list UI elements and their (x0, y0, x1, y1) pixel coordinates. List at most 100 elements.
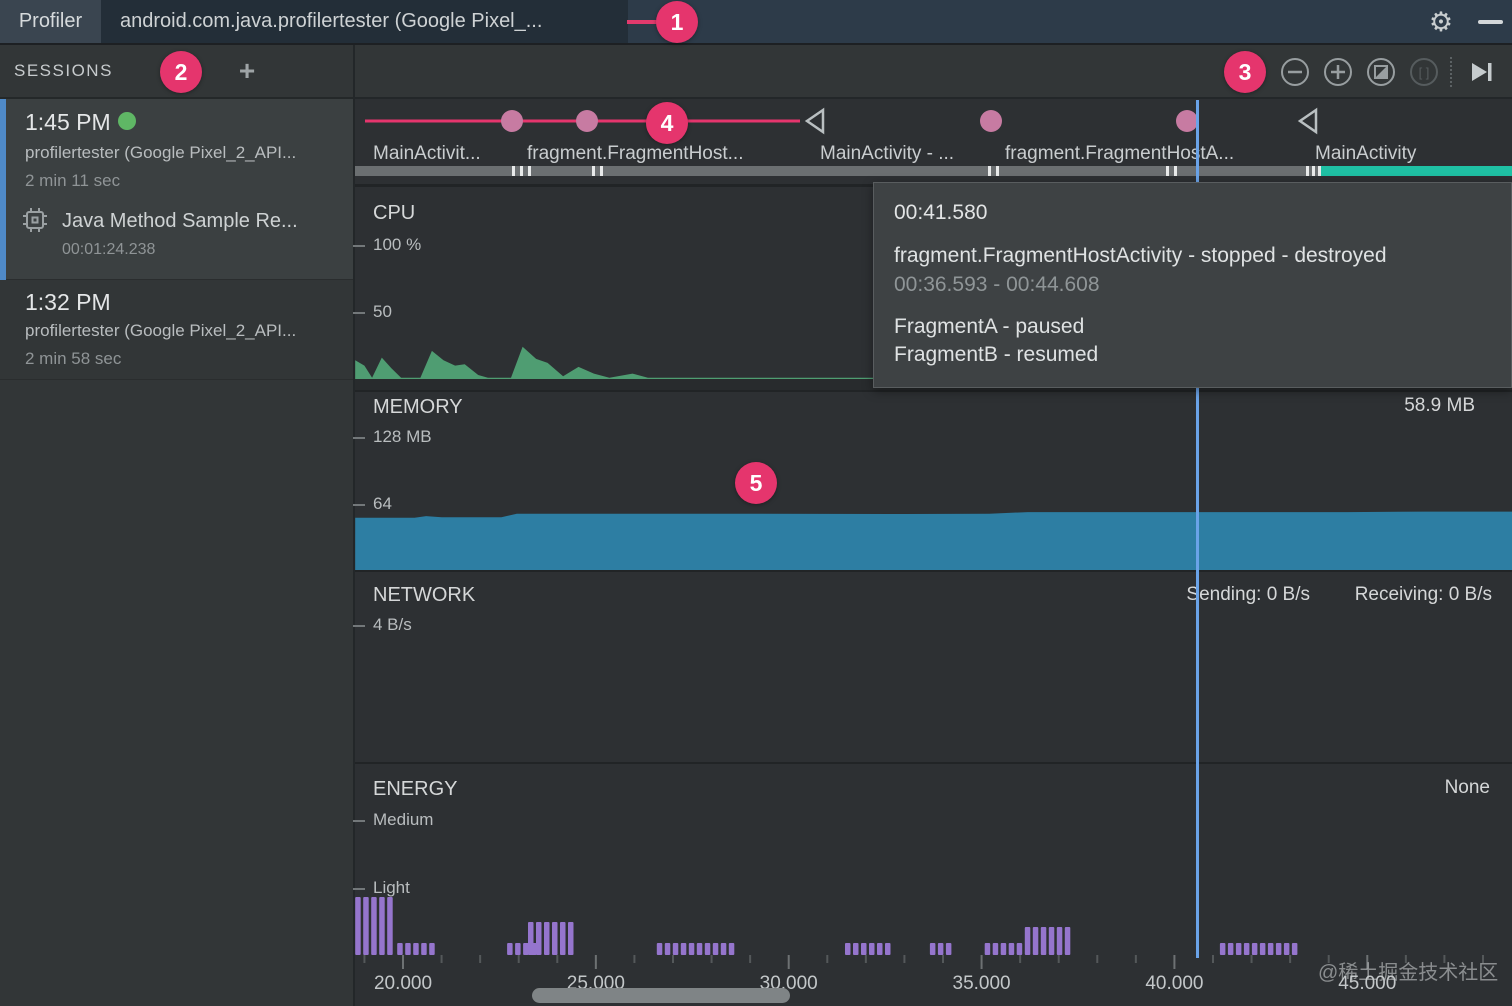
lifecycle-tick (1318, 166, 1321, 176)
energy-bar (877, 943, 883, 955)
energy-bar (720, 943, 727, 955)
axis-label: 40.000 (1145, 973, 1203, 994)
memory-chart[interactable] (355, 392, 1512, 570)
energy-bar (945, 943, 952, 955)
callout-badge-5: 5 (735, 462, 777, 504)
session-item-selected[interactable]: 1:45 PM profilertester (Google Pixel_2_A… (0, 99, 353, 280)
event-tooltip: 00:41.580 fragment.FragmentHostActivity … (873, 182, 1512, 388)
zoom-in-icon[interactable] (1322, 56, 1354, 88)
memory-tick-64: 64 (373, 494, 392, 513)
energy-chart[interactable] (355, 764, 1512, 955)
memory-tick-128: 128 MB (373, 427, 432, 446)
energy-bar (929, 943, 936, 955)
activity-label: fragment.FragmentHostA... (1005, 143, 1235, 164)
energy-bar (1227, 943, 1234, 955)
energy-bar (1291, 943, 1298, 955)
energy-bar (704, 943, 711, 955)
energy-bar (1235, 943, 1242, 955)
axis-label: 35.000 (953, 973, 1011, 994)
tab-session[interactable]: android.com.java.profilertester (Google … (101, 0, 628, 43)
energy-bar (1032, 927, 1039, 955)
network-sending-label: Sending: 0 B/s (1186, 584, 1310, 605)
timeline-cursor-line (1196, 100, 1199, 958)
energy-bar (397, 943, 403, 955)
energy-bar (712, 943, 719, 955)
tab-profiler[interactable]: Profiler (0, 0, 101, 43)
activity-event-dot[interactable] (501, 110, 523, 132)
cpu-title: CPU (373, 202, 416, 224)
session-time: 1:45 PM (25, 109, 111, 135)
watermark: @稀土掘金技术社区 (1318, 962, 1499, 984)
energy-bar (528, 922, 534, 955)
active-activity-span (1320, 166, 1512, 176)
skip-to-end-icon[interactable] (1465, 56, 1497, 88)
reset-zoom-icon[interactable] (1365, 56, 1397, 88)
energy-bar (861, 943, 867, 955)
lifecycle-tick (520, 166, 523, 176)
energy-bar (387, 897, 393, 955)
energy-title: ENERGY (373, 778, 458, 800)
time-axis-ticks: 20.000 25.000 30.000 35.000 40.000 45.000 (363, 955, 1484, 994)
lifecycle-strip (355, 166, 1512, 176)
callout-badge-4: 4 (646, 102, 688, 144)
zoom-out-icon[interactable] (1279, 56, 1311, 88)
energy-bar (680, 943, 687, 955)
energy-bar (544, 922, 550, 955)
horizontal-scrollbar[interactable] (532, 988, 790, 1003)
energy-bar (371, 897, 377, 955)
event-timeline[interactable]: MainActivit... fragment.FragmentHost... Ma… (355, 99, 1512, 184)
energy-bar (1251, 943, 1258, 955)
energy-bar (355, 897, 361, 955)
energy-bar (728, 943, 735, 955)
activity-event-dot[interactable] (980, 110, 1002, 132)
lifecycle-tick (1312, 166, 1315, 176)
energy-tick-light: Light (373, 878, 410, 897)
energy-bar (413, 943, 419, 955)
network-tick-4bps: 4 B/s (373, 615, 412, 634)
zoom-to-selection-icon[interactable]: [ ] (1408, 56, 1440, 88)
network-section[interactable]: NETWORK Sending: 0 B/s Receiving: 0 B/s … (353, 570, 1512, 762)
expand-events-icon[interactable] (804, 107, 825, 135)
add-session-icon[interactable]: + (238, 55, 256, 86)
gear-icon[interactable]: ⚙ (1428, 7, 1454, 37)
tooltip-fragment-b: FragmentB - resumed (894, 343, 1099, 366)
minimize-icon[interactable] (1478, 20, 1503, 24)
cpu-chart[interactable] (355, 187, 1512, 390)
svg-text:[ ]: [ ] (1419, 65, 1430, 80)
artifact-timestamp: 00:01:24.238 (62, 241, 156, 258)
activity-label: fragment.FragmentHost... (527, 143, 744, 164)
cpu-usage-area (355, 346, 1512, 379)
energy-section[interactable]: ENERGY None Medium Light (353, 762, 1512, 955)
activity-event-dot[interactable] (576, 110, 598, 132)
energy-tick-medium: Medium (373, 810, 434, 829)
energy-bar (1040, 927, 1047, 955)
lifecycle-tick (996, 166, 999, 176)
session-item[interactable]: 1:32 PM profilertester (Google Pixel_2_A… (0, 281, 353, 380)
energy-bar (1283, 943, 1290, 955)
session-duration: 2 min 58 sec (25, 349, 122, 368)
energy-bar (560, 922, 566, 955)
energy-current-value: None (1444, 777, 1490, 798)
live-indicator-dot (118, 112, 136, 130)
tooltip-time: 00:41.580 (894, 201, 988, 224)
energy-bar (1259, 943, 1266, 955)
memory-section[interactable]: MEMORY 58.9 MB 128 MB 64 (353, 390, 1512, 570)
activity-event-dot[interactable] (1176, 110, 1198, 132)
energy-bar (937, 943, 944, 955)
energy-bar (672, 943, 679, 955)
energy-bar (1219, 943, 1226, 955)
energy-bar (552, 922, 558, 955)
cpu-tick-50: 50 (373, 302, 392, 321)
energy-bar (536, 922, 542, 955)
callout-1-connector (627, 20, 659, 24)
energy-bar (696, 943, 703, 955)
energy-bar (1275, 943, 1282, 955)
activity-label: MainActivity (1315, 143, 1417, 164)
expand-events-icon[interactable] (1297, 107, 1318, 135)
tooltip-event: fragment.FragmentHostActivity - stopped … (894, 244, 1387, 267)
energy-bar (1267, 943, 1274, 955)
artifact-label[interactable]: Java Method Sample Re... (62, 210, 298, 232)
activity-label: MainActivit... (373, 143, 481, 164)
callout-badge-1: 1 (656, 1, 698, 43)
